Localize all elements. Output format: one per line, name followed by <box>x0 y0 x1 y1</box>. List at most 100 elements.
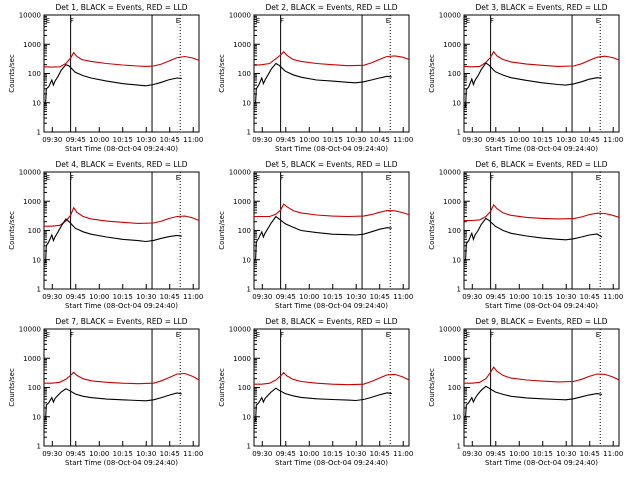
interval-marker: E <box>256 17 260 25</box>
y-tick-label: 1 <box>457 286 461 294</box>
y-tick-label: 10000 <box>19 169 41 177</box>
x-tick-label: 09:45 <box>276 450 296 458</box>
series-line <box>254 215 392 261</box>
y-tick-label: 10 <box>242 99 251 107</box>
interval-marker: E <box>46 174 50 182</box>
x-tick-label: 09:30 <box>462 293 482 301</box>
interval-marker: F <box>70 174 74 182</box>
plot-frame <box>463 14 620 133</box>
x-tick-label: 09:45 <box>486 450 506 458</box>
panel-title: Det 8, BLACK = Events, RED = LLD <box>265 317 397 326</box>
y-tick-label: 1 <box>37 129 41 137</box>
x-tick-label: 09:45 <box>486 136 506 144</box>
y-axis-label: Counts/sec <box>8 54 16 93</box>
x-tick-label: 09:45 <box>66 293 86 301</box>
y-tick-label: 10 <box>242 413 251 421</box>
series-line <box>464 62 602 108</box>
panel-title: Det 7, BLACK = Events, RED = LLD <box>55 317 187 326</box>
x-tick-label: 10:30 <box>346 450 366 458</box>
interval-marker: E <box>596 331 600 339</box>
x-tick-label: 10:30 <box>136 450 156 458</box>
y-tick-label: 10000 <box>19 326 41 334</box>
interval-marker: F <box>490 174 494 182</box>
panel-det-4: Det 4, BLACK = Events, RED = LLD 1 10 100 10… <box>8 160 203 310</box>
interval-marker: E <box>256 174 260 182</box>
x-axis-label: Start Time (08-Oct-04 09:24:40) <box>275 459 388 467</box>
panel-title: Det 3, BLACK = Events, RED = LLD <box>475 3 607 12</box>
interval-marker: E <box>596 17 600 25</box>
interval-marker: F <box>490 17 494 25</box>
x-tick-label: 10:30 <box>556 293 576 301</box>
x-axis-label: Start Time (08-Oct-04 09:24:40) <box>65 145 178 153</box>
x-tick-label: 11:00 <box>393 136 413 144</box>
series-line <box>44 371 200 385</box>
y-tick-label: 100 <box>448 70 461 78</box>
interval-marker: F <box>280 331 284 339</box>
series-line <box>44 388 182 421</box>
x-tick-label: 09:45 <box>276 293 296 301</box>
y-tick-label: 1 <box>457 129 461 137</box>
x-tick-label: 10:00 <box>89 293 109 301</box>
x-tick-label: 10:45 <box>580 450 600 458</box>
x-tick-label: 10:15 <box>533 293 553 301</box>
x-tick-label: 09:30 <box>42 450 62 458</box>
panel-det-7: Det 7, BLACK = Events, RED = LLD 1 10 100 10… <box>8 317 203 467</box>
panel-title: Det 1, BLACK = Events, RED = LLD <box>55 3 187 12</box>
panel-det-9: Det 9, BLACK = Events, RED = LLD 1 10 100 10… <box>428 317 623 467</box>
y-axis-label: Counts/sec <box>428 54 436 93</box>
x-axis-label: Start Time (08-Oct-04 09:24:40) <box>485 145 598 153</box>
x-axis-label: Start Time (08-Oct-04 09:24:40) <box>485 302 598 310</box>
interval-marker: E <box>386 17 390 25</box>
x-tick-label: 09:30 <box>252 450 272 458</box>
y-tick-label: 1 <box>457 443 461 451</box>
y-tick-label: 1000 <box>233 355 251 363</box>
y-tick-label: 100 <box>448 384 461 392</box>
y-tick-label: 10 <box>452 256 461 264</box>
panel-title: Det 5, BLACK = Events, RED = LLD <box>265 160 397 169</box>
plot-frame <box>43 171 200 290</box>
x-tick-label: 10:30 <box>556 136 576 144</box>
x-tick-label: 10:30 <box>346 136 366 144</box>
x-tick-label: 11:00 <box>603 450 623 458</box>
x-tick-label: 10:15 <box>533 136 553 144</box>
interval-marker: F <box>70 331 74 339</box>
y-tick-label: 10000 <box>439 169 461 177</box>
x-tick-label: 09:30 <box>42 293 62 301</box>
interval-marker: E <box>46 17 50 25</box>
y-tick-label: 100 <box>448 227 461 235</box>
series-line <box>464 366 620 384</box>
series-line <box>44 218 182 264</box>
x-axis-label: Start Time (08-Oct-04 09:24:40) <box>275 145 388 153</box>
x-tick-label: 10:15 <box>323 450 343 458</box>
interval-marker: E <box>466 17 470 25</box>
y-tick-label: 1000 <box>443 41 461 49</box>
x-tick-label: 10:30 <box>346 293 366 301</box>
series-line <box>254 62 392 104</box>
x-tick-label: 11:00 <box>183 136 203 144</box>
x-tick-label: 11:00 <box>603 293 623 301</box>
x-tick-label: 10:45 <box>160 450 180 458</box>
series-line <box>464 385 602 418</box>
interval-marker: E <box>176 17 180 25</box>
y-axis-label: Counts/sec <box>218 211 226 250</box>
x-tick-label: 10:30 <box>556 450 576 458</box>
series-line <box>44 206 200 227</box>
x-tick-label: 09:30 <box>462 450 482 458</box>
x-tick-label: 10:45 <box>160 136 180 144</box>
interval-marker: E <box>256 331 260 339</box>
x-tick-label: 10:15 <box>533 450 553 458</box>
x-axis-label: Start Time (08-Oct-04 09:24:40) <box>275 302 388 310</box>
y-tick-label: 10000 <box>229 12 251 20</box>
x-tick-label: 10:15 <box>323 293 343 301</box>
y-tick-label: 10000 <box>439 326 461 334</box>
y-tick-label: 1000 <box>23 41 41 49</box>
panel-det-3: Det 3, BLACK = Events, RED = LLD 1 10 100 10… <box>428 3 623 153</box>
y-axis-label: Counts/sec <box>218 54 226 93</box>
x-tick-label: 09:45 <box>66 450 86 458</box>
y-axis-label: Counts/sec <box>218 368 226 407</box>
interval-marker: E <box>466 331 470 339</box>
y-tick-label: 10 <box>32 99 41 107</box>
y-tick-label: 10000 <box>439 12 461 20</box>
x-tick-label: 09:45 <box>276 136 296 144</box>
